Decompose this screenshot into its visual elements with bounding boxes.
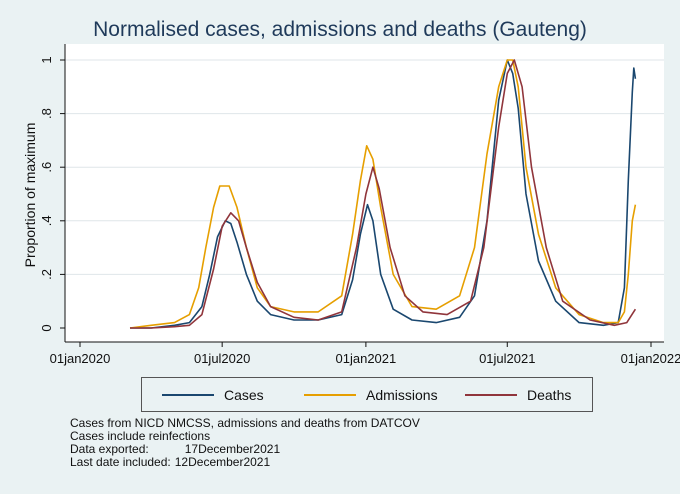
y-axis-title: Proportion of maximum — [22, 123, 38, 268]
y-tick-label: .8 — [39, 108, 54, 119]
legend-swatch-admissions — [304, 393, 356, 396]
legend-swatch-cases — [162, 393, 214, 396]
x-tick-label: 01jan2022 — [621, 351, 680, 366]
y-tick-label: 0 — [39, 324, 54, 331]
x-tick-label: 01jul2021 — [479, 351, 535, 366]
note-last-date: Last date included: 12December2021 — [70, 456, 420, 469]
chart-title: Normalised cases, admissions and deaths … — [93, 18, 587, 41]
legend-item-deaths: Deaths — [465, 386, 571, 403]
chart-legend: Cases Admissions Deaths — [141, 377, 593, 412]
y-tick-label: .2 — [39, 269, 54, 280]
legend-label-deaths: Deaths — [527, 386, 572, 403]
note-source: Cases from NICD NMCSS, admissions and de… — [70, 416, 420, 430]
legend-label-admissions: Admissions — [366, 386, 438, 403]
y-tick-label: .4 — [39, 215, 54, 226]
note-data-exported: Data exported: 17December2021 — [70, 443, 420, 456]
legend-swatch-deaths — [465, 393, 517, 396]
y-tick-label: .6 — [39, 162, 54, 173]
series-line-admissions — [129, 59, 637, 329]
chart-notes: Cases from NICD NMCSS, admissions and de… — [70, 417, 420, 469]
note-last-date-value: 12December2021 — [174, 455, 271, 469]
legend-item-admissions: Admissions — [304, 386, 438, 403]
legend-item-cases: Cases — [162, 386, 264, 403]
y-tick-label: 1 — [39, 56, 54, 63]
note-data-exported-value: 17December2021 — [184, 442, 281, 456]
x-tick-label: 01jan2020 — [50, 351, 111, 366]
series-line-deaths — [130, 59, 637, 329]
x-tick-label: 01jul2020 — [194, 351, 250, 366]
x-tick-label: 01jan2021 — [336, 351, 397, 366]
note-reinfections: Cases include reinfections — [70, 429, 211, 443]
plot-area — [65, 44, 664, 342]
note-data-exported-label: Data exported: — [70, 442, 149, 456]
note-last-date-label: Last date included: — [70, 455, 171, 469]
legend-label-cases: Cases — [224, 386, 264, 403]
